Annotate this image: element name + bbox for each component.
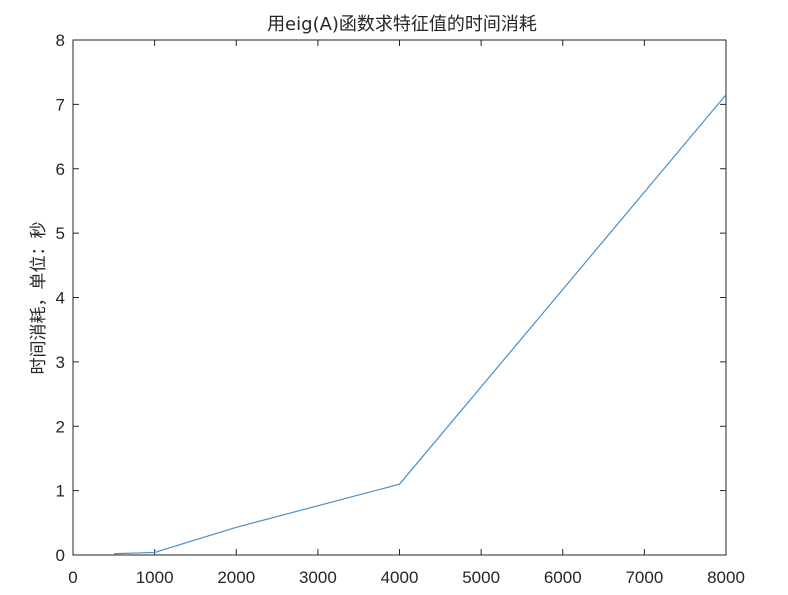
y-tick-label: 2	[56, 417, 65, 436]
y-tick-label: 1	[56, 482, 65, 501]
x-tick-label: 6000	[544, 568, 582, 587]
x-tick-label: 4000	[381, 568, 419, 587]
chart-title: 用eig(A)函数求特征值的时间消耗	[267, 14, 537, 35]
y-tick-label: 4	[56, 289, 65, 308]
y-tick-label: 8	[56, 31, 65, 50]
x-tick-label: 2000	[217, 568, 255, 587]
series-line	[113, 94, 727, 555]
y-tick-label: 5	[56, 224, 65, 243]
x-tick-label: 1000	[136, 568, 174, 587]
plot-area: 0 1000 2000 3000 4000 5000 6000 7000 8000 0 1 2 3 4 5 6…	[56, 31, 745, 587]
y-tick-label: 6	[56, 160, 65, 179]
y-tick-label: 3	[56, 353, 65, 372]
x-tick-label: 8000	[707, 568, 745, 587]
axes-box	[72, 39, 727, 556]
x-tick-label: 5000	[462, 568, 500, 587]
x-tick-label: 3000	[299, 568, 337, 587]
x-tick-label: 0	[68, 568, 77, 587]
y-tick-label: 7	[56, 95, 65, 114]
x-tick-label: 7000	[625, 568, 663, 587]
y-tick-label: 0	[56, 546, 65, 565]
y-axis-label: 时间消耗，单位：秒	[29, 222, 49, 375]
